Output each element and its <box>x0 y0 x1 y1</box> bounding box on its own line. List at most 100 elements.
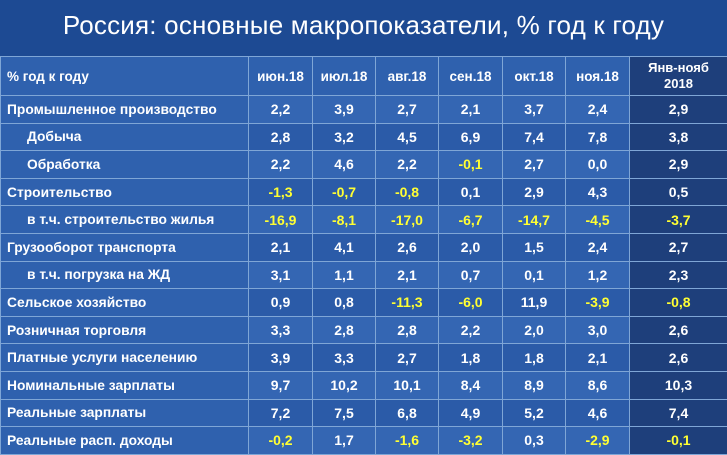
value-cell: 10,1 <box>376 371 439 399</box>
total-cell: 7,4 <box>630 399 727 427</box>
value-cell: 8,4 <box>439 371 503 399</box>
value-cell: 0,1 <box>439 178 503 206</box>
column-header-month: сен.18 <box>439 57 503 96</box>
value-cell: 2,2 <box>439 316 503 344</box>
total-cell: 2,6 <box>630 344 727 372</box>
value-cell: 11,9 <box>503 289 566 317</box>
column-header-month: июн.18 <box>249 57 313 96</box>
value-cell: 2,2 <box>376 151 439 179</box>
value-cell: 2,1 <box>566 344 630 372</box>
column-header-total: Янв-нояб 2018 <box>630 57 727 96</box>
row-label: Платные услуги населению <box>1 344 249 372</box>
value-cell: -1,3 <box>249 178 313 206</box>
value-cell: 2,7 <box>376 96 439 124</box>
value-cell: 3,3 <box>313 344 376 372</box>
value-cell: -6,7 <box>439 206 503 234</box>
value-cell: 0,7 <box>439 261 503 289</box>
total-cell: -0,8 <box>630 289 727 317</box>
total-cell: 2,9 <box>630 151 727 179</box>
column-header-total-line2: 2018 <box>664 76 693 91</box>
value-cell: -0,1 <box>439 151 503 179</box>
value-cell: 3,9 <box>249 344 313 372</box>
value-cell: 2,2 <box>249 96 313 124</box>
row-label: Обработка <box>1 151 249 179</box>
value-cell: 2,2 <box>249 151 313 179</box>
value-cell: 2,0 <box>503 316 566 344</box>
total-cell: -3,7 <box>630 206 727 234</box>
value-cell: 2,8 <box>376 316 439 344</box>
value-cell: 3,9 <box>313 96 376 124</box>
row-label: Грузооборот транспорта <box>1 233 249 261</box>
value-cell: -0,8 <box>376 178 439 206</box>
value-cell: 4,9 <box>439 399 503 427</box>
value-cell: 0,0 <box>566 151 630 179</box>
value-cell: -3,9 <box>566 289 630 317</box>
value-cell: 10,2 <box>313 371 376 399</box>
value-cell: 6,9 <box>439 123 503 151</box>
value-cell: -4,5 <box>566 206 630 234</box>
title-bar: Россия: основные макропоказатели, % год … <box>0 0 727 52</box>
value-cell: 1,5 <box>503 233 566 261</box>
column-header-month: авг.18 <box>376 57 439 96</box>
value-cell: 4,3 <box>566 178 630 206</box>
total-cell: 2,9 <box>630 96 727 124</box>
value-cell: -1,6 <box>376 427 439 455</box>
row-label: в т.ч. погрузка на ЖД <box>1 261 249 289</box>
row-label: Строительство <box>1 178 249 206</box>
column-header-total-line1: Янв-нояб <box>648 60 709 75</box>
value-cell: 7,4 <box>503 123 566 151</box>
value-cell: 2,8 <box>249 123 313 151</box>
column-header-month: июл.18 <box>313 57 376 96</box>
value-cell: -3,2 <box>439 427 503 455</box>
row-label: Сельское хозяйство <box>1 289 249 317</box>
value-cell: 0,1 <box>503 261 566 289</box>
total-cell: 3,8 <box>630 123 727 151</box>
value-cell: 2,0 <box>439 233 503 261</box>
value-cell: 6,8 <box>376 399 439 427</box>
value-cell: 2,7 <box>503 151 566 179</box>
value-cell: 2,8 <box>313 316 376 344</box>
value-cell: -11,3 <box>376 289 439 317</box>
value-cell: 7,2 <box>249 399 313 427</box>
value-cell: 1,1 <box>313 261 376 289</box>
total-cell: 2,6 <box>630 316 727 344</box>
value-cell: 2,9 <box>503 178 566 206</box>
value-cell: -2,9 <box>566 427 630 455</box>
row-label: Номинальные зарплаты <box>1 371 249 399</box>
total-cell: 10,3 <box>630 371 727 399</box>
total-cell: 0,5 <box>630 178 727 206</box>
value-cell: -14,7 <box>503 206 566 234</box>
row-label: в т.ч. строительство жилья <box>1 206 249 234</box>
value-cell: 8,9 <box>503 371 566 399</box>
column-header-month: ноя.18 <box>566 57 630 96</box>
value-cell: -8,1 <box>313 206 376 234</box>
row-label: Розничная торговля <box>1 316 249 344</box>
value-cell: 9,7 <box>249 371 313 399</box>
value-cell: 1,2 <box>566 261 630 289</box>
row-label: Реальные зарплаты <box>1 399 249 427</box>
value-cell: 1,8 <box>439 344 503 372</box>
value-cell: 3,1 <box>249 261 313 289</box>
row-label: Реальные расп. доходы <box>1 427 249 455</box>
value-cell: 1,7 <box>313 427 376 455</box>
value-cell: 2,1 <box>249 233 313 261</box>
table-header-row: % год к году июн.18 июл.18 авг.18 сен.18… <box>1 57 727 96</box>
value-cell: 8,6 <box>566 371 630 399</box>
total-cell: 2,3 <box>630 261 727 289</box>
value-cell: 7,5 <box>313 399 376 427</box>
value-cell: -16,9 <box>249 206 313 234</box>
value-cell: 0,3 <box>503 427 566 455</box>
value-cell: 3,3 <box>249 316 313 344</box>
value-cell: 0,9 <box>249 289 313 317</box>
